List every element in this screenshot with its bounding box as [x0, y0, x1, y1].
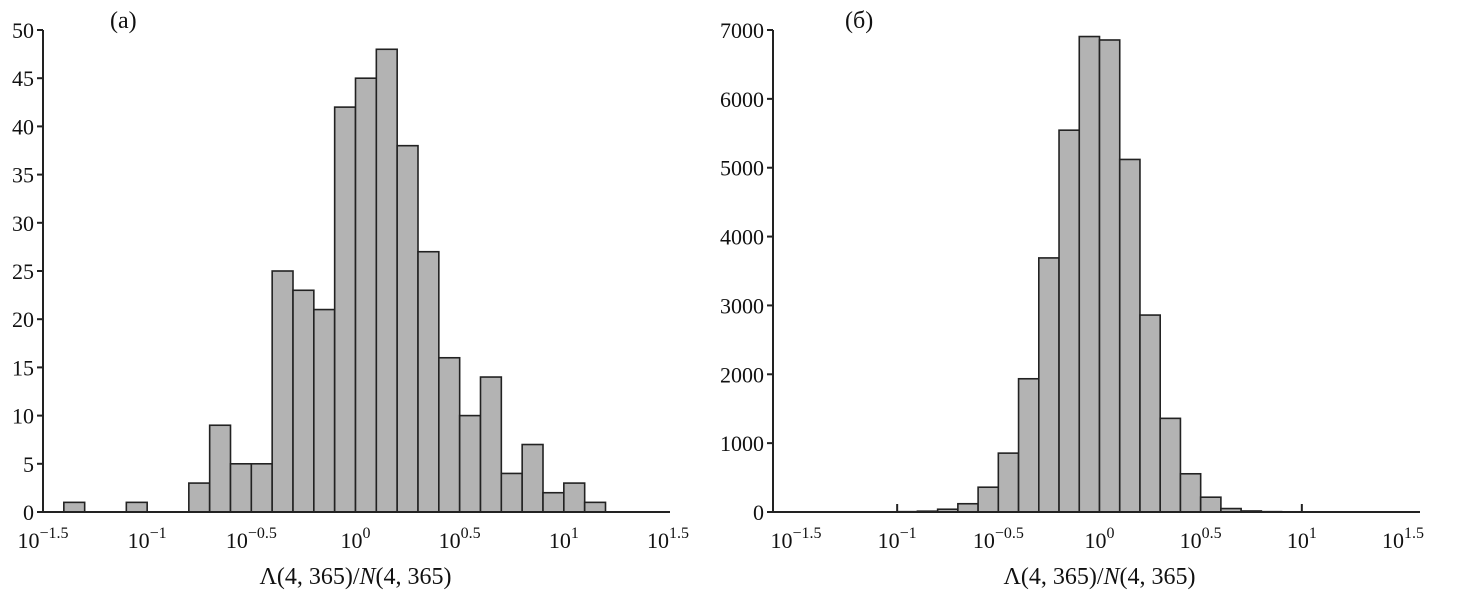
histogram-bar: [521, 443, 544, 513]
x-axis-label: Λ(4, 365)/N(4, 365): [259, 564, 451, 590]
y-tick-label: 15: [12, 355, 34, 380]
y-tick-label: 30: [12, 211, 34, 236]
histogram-bar: [458, 414, 482, 513]
y-tick-label: 6000: [720, 87, 764, 112]
panel-0: 0 5 10 15 20 25 30 35 40 45 50 10−1.5 10−1 10−0.5 100 1…: [12, 8, 689, 590]
y-tick-label: 4000: [720, 225, 764, 250]
x-tick-label: 101: [1287, 525, 1317, 553]
panel-1: 0 1000 2000 3000 4000 5000 6000 7000 10−1.5 10−1 1…: [720, 8, 1424, 590]
x-tick-label: 10−1.5: [17, 525, 68, 553]
y-tick-label: 35: [12, 163, 34, 188]
y-tick-label: 5000: [720, 156, 764, 181]
y-tick-label: 2000: [720, 362, 764, 387]
histogram-bar: [957, 502, 979, 513]
histogram-bar: [563, 482, 586, 513]
y-tick-label: 7000: [720, 18, 764, 43]
histogram-bar: [396, 144, 419, 513]
histogram-bar: [125, 501, 148, 513]
histogram-bar: [583, 501, 607, 513]
histogram-bar: [188, 482, 211, 513]
x-tick-label: 101.5: [1382, 525, 1424, 553]
histogram-bar: [375, 48, 398, 513]
y-tick-label: 45: [12, 66, 34, 91]
histogram-bar: [250, 462, 273, 513]
histogram-bar: [1179, 472, 1202, 513]
histogram-bar: [1139, 314, 1162, 513]
histogram-bar: [229, 462, 253, 513]
x-tick-label: 10−0.5: [973, 525, 1024, 553]
x-tick-label: 101: [549, 525, 579, 553]
histogram-bar: [333, 106, 357, 513]
y-tick-label: 10: [12, 404, 34, 429]
y-tick-label: 0: [753, 500, 764, 525]
histogram-bar: [1159, 417, 1182, 513]
x-tick-label: 10−1.5: [770, 525, 821, 553]
histogram-bar: [500, 472, 523, 513]
x-axis-label: Λ(4, 365)/N(4, 365): [1003, 564, 1195, 590]
histogram-bar: [479, 376, 503, 513]
panel-label: (a): [110, 8, 137, 34]
y-tick-label: 40: [12, 114, 34, 139]
histogram-bar: [313, 308, 336, 513]
x-tick-label: 100.5: [1180, 525, 1222, 553]
x-tick-label: 10−0.5: [226, 525, 277, 553]
y-tick-label: 1000: [720, 431, 764, 456]
y-tick-label: 3000: [720, 293, 764, 318]
histogram-bar: [208, 424, 232, 513]
histogram-bar: [1098, 39, 1121, 513]
histogram-bar: [1199, 496, 1222, 513]
x-tick-label: 100.5: [439, 525, 481, 553]
histogram-bar: [1058, 129, 1081, 513]
histogram-bar: [292, 289, 315, 513]
y-tick-label: 25: [12, 259, 34, 284]
y-tick-label: 20: [12, 307, 34, 332]
histogram-bar: [63, 501, 86, 513]
histogram-bar: [542, 491, 565, 513]
y-tick-label: 0: [23, 500, 34, 525]
histogram-bar: [1118, 158, 1141, 513]
x-tick-label: 10−1: [128, 525, 167, 553]
histogram-bar: [1038, 257, 1060, 513]
histogram-bar: [1017, 377, 1040, 513]
histogram-bar: [977, 486, 1000, 513]
x-tick-label: 101.5: [647, 525, 689, 553]
x-tick-label: 100: [341, 525, 371, 553]
y-tick-label: 50: [12, 18, 34, 43]
x-tick-label: 10−1: [878, 525, 917, 553]
histogram-bar: [354, 77, 378, 513]
histogram-bar: [271, 270, 294, 513]
histogram-bar: [997, 452, 1020, 513]
panel-label: (б): [845, 8, 873, 34]
histogram-bar: [417, 250, 440, 513]
histogram-bar: [438, 356, 461, 513]
y-tick-label: 5: [23, 452, 34, 477]
x-tick-label: 100: [1085, 525, 1115, 553]
histogram-bar: [1078, 35, 1101, 513]
